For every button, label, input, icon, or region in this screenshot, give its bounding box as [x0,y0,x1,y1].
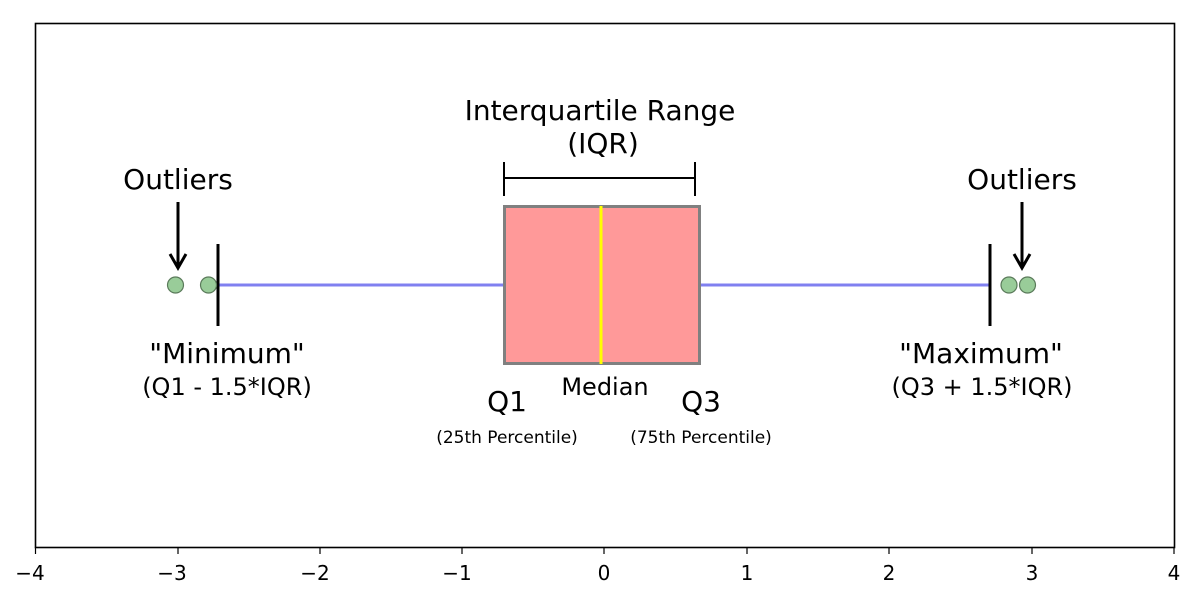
q3-sublabel: (75th Percentile) [630,428,772,448]
x-tick-label: 1 [741,561,754,585]
iqr-title: Interquartile Range [465,94,736,127]
x-axis [34,547,1175,554]
x-tick-label: 3 [1026,561,1039,585]
q1-label: Q1 [487,385,527,418]
x-tick-label: 2 [883,561,896,585]
plot-frame [34,22,1176,549]
minimum-label: "Minimum" [149,337,305,370]
x-tick-label: −1 [442,561,471,585]
iqr-bracket [503,162,696,196]
maximum-label: "Maximum" [899,337,1063,370]
median-label: Median [561,373,648,401]
arrow-icon [168,202,1032,272]
maximum-formula: (Q3 + 1.5*IQR) [891,373,1072,401]
outliers-left-label: Outliers [123,163,233,196]
q3-label: Q3 [681,385,721,418]
outlier-points [166,276,1037,294]
q1-sublabel: (25th Percentile) [436,428,578,448]
iqr-subtitle: (IQR) [567,127,639,160]
outliers-right-label: Outliers [967,163,1077,196]
x-tick-label: −3 [157,561,186,585]
x-tick-label: 4 [1168,561,1181,585]
x-tick-label: −4 [15,561,44,585]
x-tick-label: −2 [300,561,329,585]
minimum-formula: (Q1 - 1.5*IQR) [142,373,312,401]
x-tick-label: 0 [598,561,611,585]
